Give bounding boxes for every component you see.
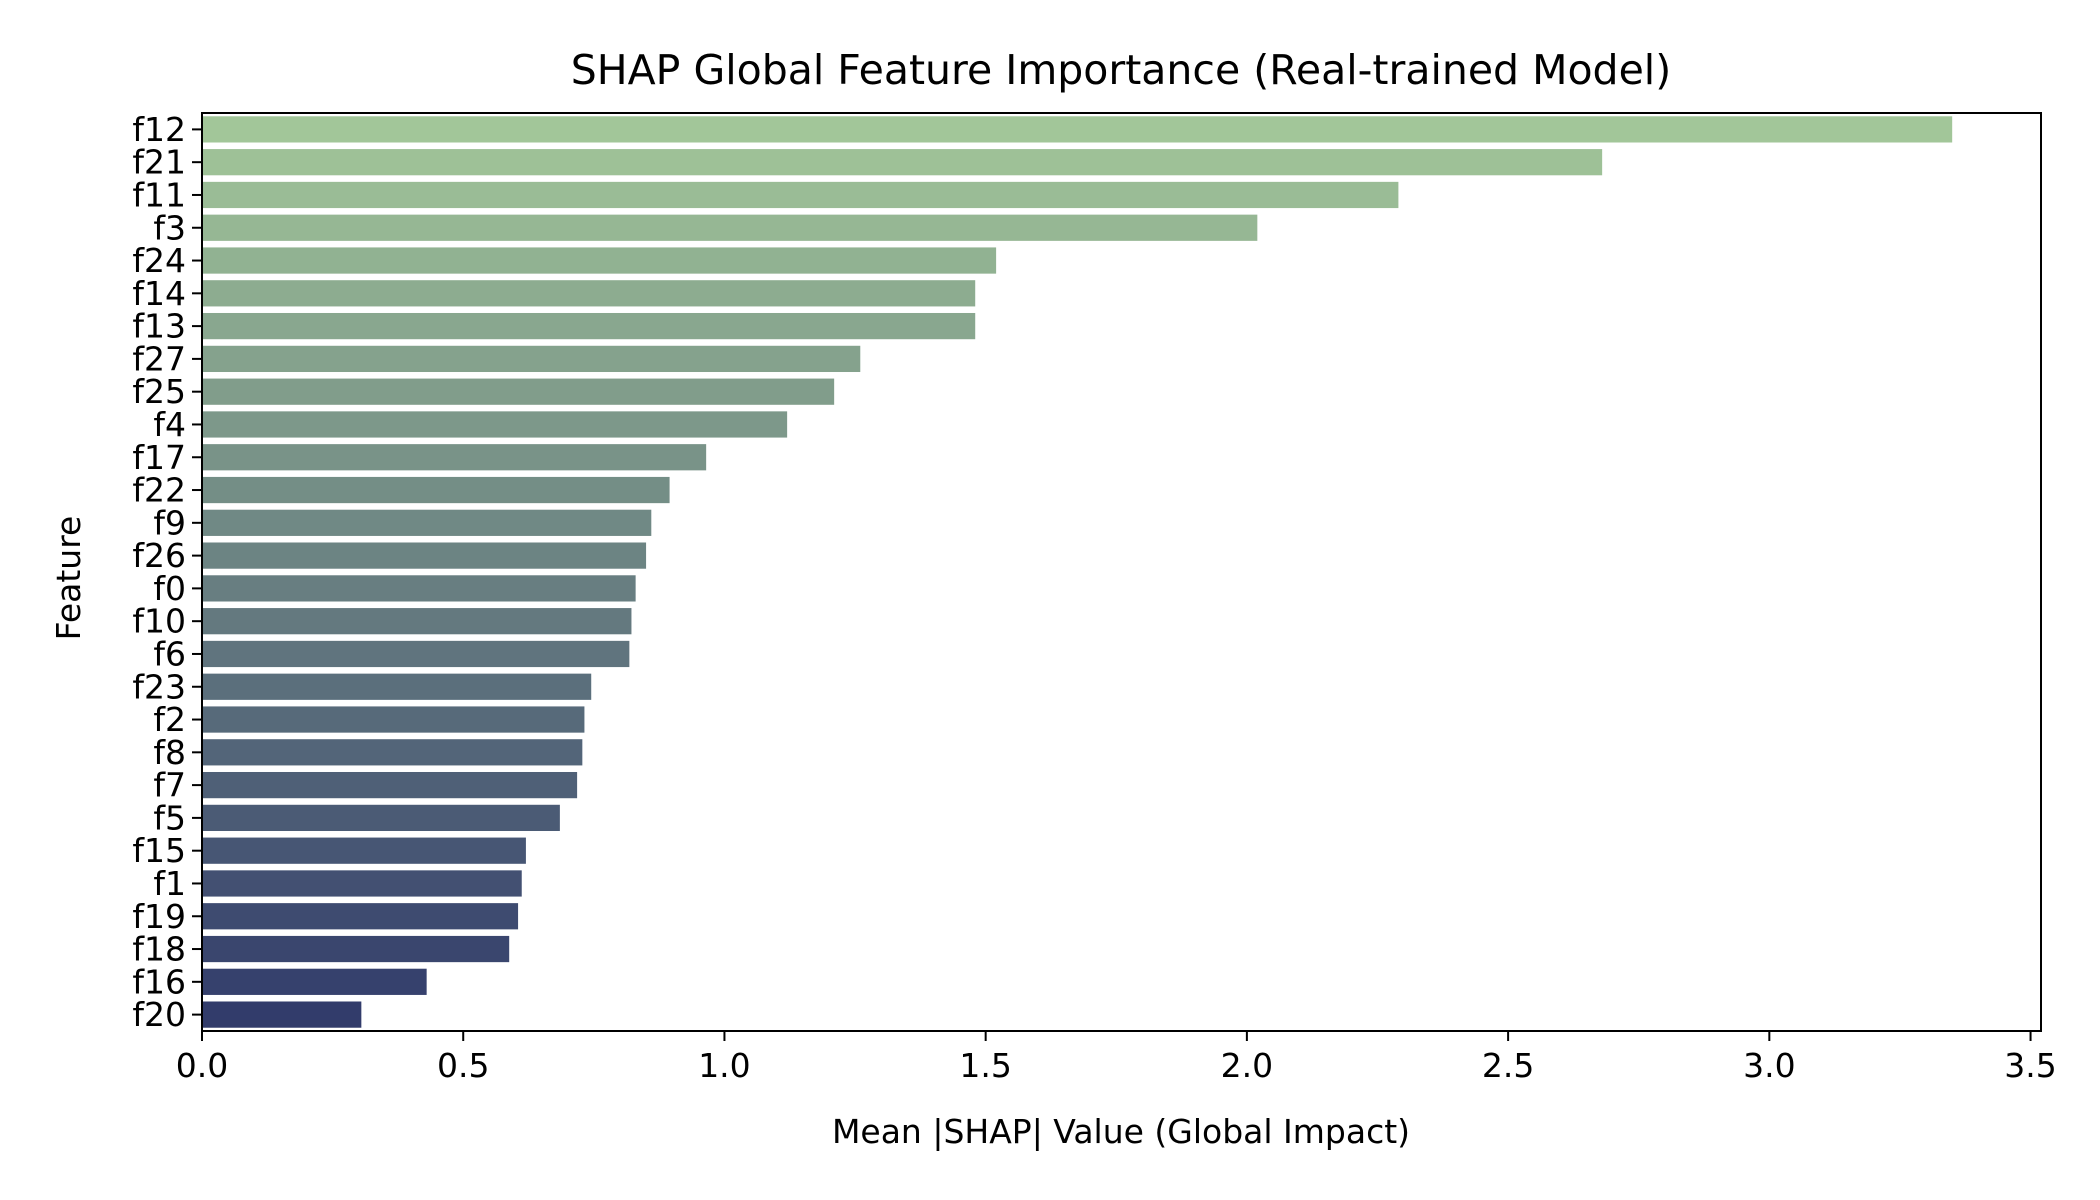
bar-f3 [202, 214, 1258, 241]
y-tick-label-f21: f21 [132, 143, 186, 182]
y-tick-label-f5: f5 [153, 798, 186, 837]
y-tick-label-f3: f3 [153, 208, 186, 247]
bar-f13 [202, 312, 976, 340]
y-tick-label-f27: f27 [132, 339, 186, 378]
bar-f11 [202, 181, 1399, 209]
y-tick-label-f16: f16 [132, 962, 186, 1001]
bar-f5 [202, 804, 560, 832]
bar-f12 [202, 116, 1953, 143]
bar-f2 [202, 706, 585, 733]
y-axis: f12f21f11f3f24f14f13f27f25f4f17f22f9f26f… [132, 110, 202, 1034]
x-tick-label: 2.5 [1482, 1046, 1534, 1085]
y-tick-label-f7: f7 [153, 766, 186, 805]
y-tick-label-f0: f0 [153, 569, 186, 608]
bar-f18 [202, 935, 510, 963]
bars [202, 116, 1953, 1028]
bar-f27 [202, 345, 861, 373]
x-tick-label: 1.0 [698, 1046, 750, 1085]
x-axis-label: Mean |SHAP| Value (Global Impact) [832, 1112, 1410, 1151]
y-tick-label-f24: f24 [132, 241, 186, 280]
bar-f19 [202, 903, 519, 930]
bar-f7 [202, 771, 578, 799]
y-tick-label-f8: f8 [153, 733, 186, 772]
bar-f15 [202, 837, 526, 864]
bar-f9 [202, 509, 652, 536]
y-tick-label-f19: f19 [132, 897, 186, 936]
y-tick-label-f13: f13 [132, 307, 186, 346]
y-tick-label-f12: f12 [132, 110, 186, 149]
x-tick-label: 3.0 [1743, 1046, 1795, 1085]
y-tick-label-f15: f15 [132, 831, 186, 870]
y-tick-label-f10: f10 [132, 602, 186, 641]
bar-f16 [202, 968, 427, 995]
y-tick-label-f26: f26 [132, 536, 186, 575]
bar-f0 [202, 575, 636, 602]
chart-title: SHAP Global Feature Importance (Real-tra… [571, 46, 1671, 94]
bar-f21 [202, 149, 1603, 176]
y-tick-label-f6: f6 [153, 634, 186, 673]
bar-f23 [202, 673, 592, 700]
bar-f10 [202, 608, 632, 635]
plot-frame [201, 112, 2042, 1032]
x-axis: 0.0 0.5 1.0 1.5 2.0 2.5 3.0 3.5 [176, 1031, 2057, 1085]
bar-f22 [202, 476, 670, 504]
bar-f1 [202, 870, 522, 897]
y-tick-label-f9: f9 [153, 503, 186, 542]
x-tick-label: 0.0 [176, 1046, 228, 1085]
bar-f26 [202, 542, 647, 569]
y-tick-label-f25: f25 [132, 372, 186, 411]
y-tick-label-f11: f11 [132, 175, 186, 214]
bar-f8 [202, 739, 583, 766]
y-tick-label-f4: f4 [153, 405, 186, 444]
bar-f20 [202, 1001, 362, 1028]
y-tick-label-f18: f18 [132, 930, 186, 969]
y-tick-label-f20: f20 [132, 995, 186, 1034]
bar-f17 [202, 444, 707, 471]
x-tick-label: 0.5 [437, 1046, 489, 1085]
y-tick-label-f1: f1 [153, 864, 186, 903]
y-tick-label-f23: f23 [132, 667, 186, 706]
bar-f6 [202, 640, 630, 668]
bar-f4 [202, 411, 788, 438]
x-tick-label: 2.0 [1221, 1046, 1273, 1085]
bar-f25 [202, 378, 835, 405]
bar-f24 [202, 247, 997, 274]
y-tick-label-f17: f17 [132, 438, 186, 477]
y-tick-label-f2: f2 [153, 700, 186, 739]
y-axis-label: Feature [49, 516, 88, 641]
x-tick-label: 1.5 [959, 1046, 1011, 1085]
x-tick-label: 3.5 [2004, 1046, 2056, 1085]
y-tick-label-f14: f14 [132, 274, 186, 313]
y-tick-label-f22: f22 [132, 471, 186, 510]
bar-f14 [202, 280, 976, 307]
